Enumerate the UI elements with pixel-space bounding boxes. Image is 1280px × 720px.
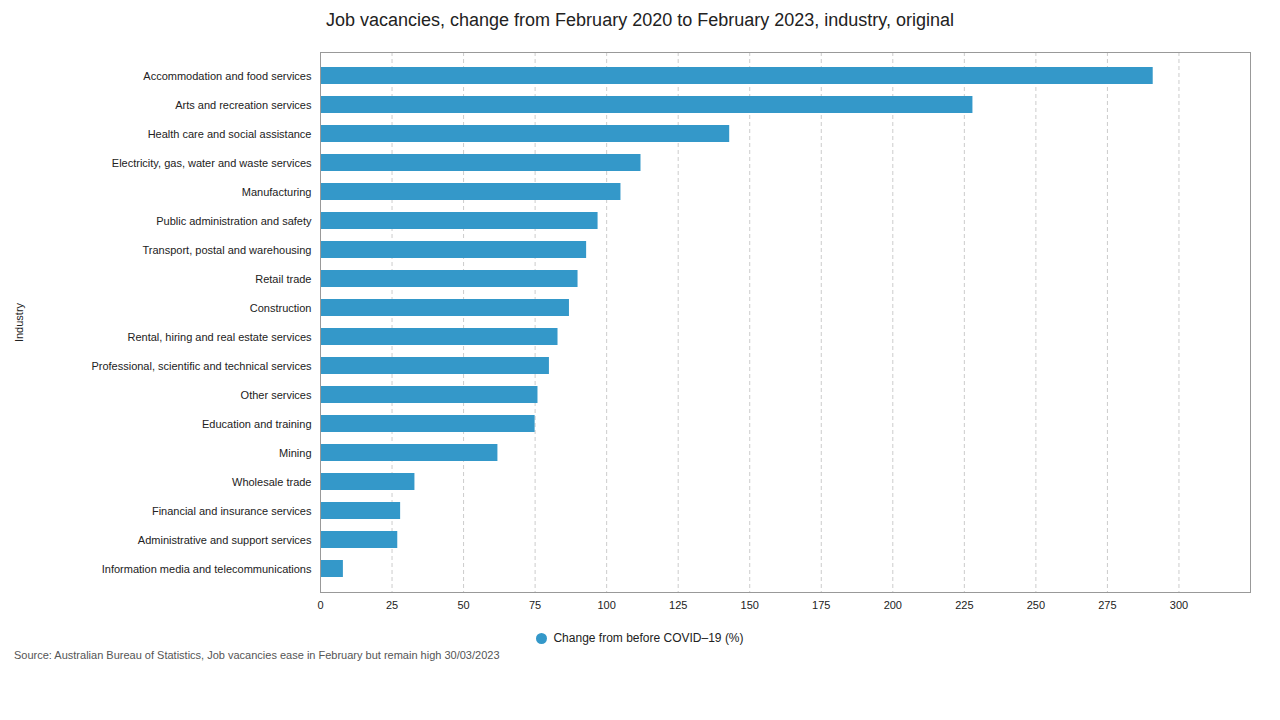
- svg-text:Rental, hiring and real estate: Rental, hiring and real estate services: [127, 331, 312, 343]
- svg-text:Education and training: Education and training: [202, 418, 311, 430]
- svg-text:Health care and social assista: Health care and social assistance: [148, 128, 312, 140]
- svg-text:Manufacturing: Manufacturing: [242, 186, 312, 198]
- svg-text:Mining: Mining: [279, 447, 311, 459]
- svg-text:Financial and insurance servic: Financial and insurance services: [152, 505, 312, 517]
- svg-text:50: 50: [457, 599, 469, 611]
- svg-text:Public administration and safe: Public administration and safety: [156, 215, 312, 227]
- svg-text:Electricity, gas, water and wa: Electricity, gas, water and waste servic…: [112, 157, 312, 169]
- svg-text:200: 200: [884, 599, 902, 611]
- svg-text:250: 250: [1027, 599, 1045, 611]
- svg-text:175: 175: [812, 599, 830, 611]
- html-text:Job vacancies, change from Feb: Job vacancies, change from February 2020…: [326, 10, 954, 30]
- svg-text:Industry: Industry: [13, 302, 25, 342]
- svg-text:Construction: Construction: [250, 302, 312, 314]
- svg-text:275: 275: [1098, 599, 1116, 611]
- svg-text:Transport, postal and warehous: Transport, postal and warehousing: [143, 244, 312, 256]
- svg-text:Other services: Other services: [241, 389, 312, 401]
- svg-text:0: 0: [317, 599, 323, 611]
- svg-text:25: 25: [386, 599, 398, 611]
- svg-text:Retail trade: Retail trade: [255, 273, 311, 285]
- svg-text:Information media and telecomm: Information media and telecommunications: [102, 563, 312, 575]
- svg-text:225: 225: [955, 599, 973, 611]
- svg-text:Administrative and support ser: Administrative and support services: [138, 534, 312, 546]
- svg-text:150: 150: [741, 599, 759, 611]
- svg-text:Arts and recreation services: Arts and recreation services: [175, 99, 312, 111]
- svg-text:Accommodation and food service: Accommodation and food services: [143, 70, 312, 82]
- svg-text:100: 100: [597, 599, 615, 611]
- svg-text:Wholesale trade: Wholesale trade: [232, 476, 312, 488]
- html-text:Source: Australian Bureau of S: Source: Australian Bureau of Statistics,…: [14, 649, 500, 661]
- svg-text:Professional, scientific and t: Professional, scientific and technical s…: [91, 360, 312, 372]
- html-text:Change from before COVID–19 (%: Change from before COVID–19 (%): [553, 631, 744, 645]
- svg-text:75: 75: [529, 599, 541, 611]
- svg-text:300: 300: [1170, 599, 1188, 611]
- svg-text:125: 125: [669, 599, 687, 611]
